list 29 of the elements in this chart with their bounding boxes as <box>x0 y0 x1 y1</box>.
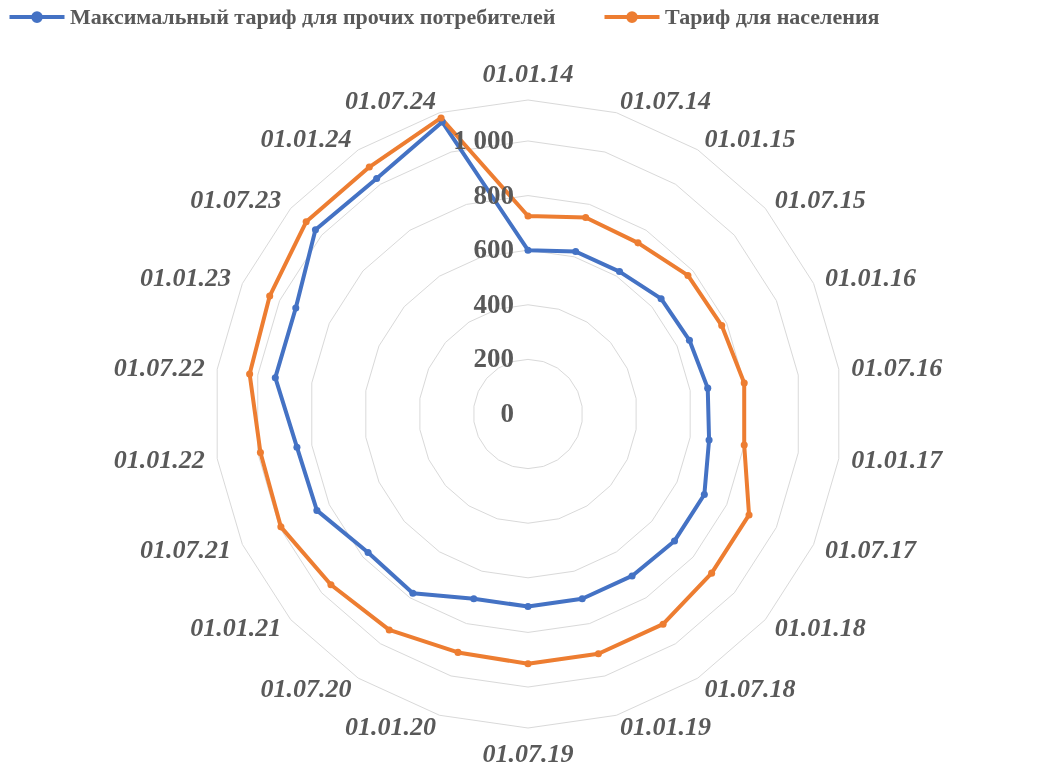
spoke-label: 01.07.20 <box>260 673 352 703</box>
spoke-label: 01.07.21 <box>139 534 231 564</box>
y-tick-label: 600 <box>473 234 514 265</box>
spoke-label: 01.01.19 <box>620 712 711 742</box>
spoke-label: 01.01.23 <box>139 263 231 293</box>
spoke-label: 01.01.20 <box>345 712 436 742</box>
spoke-label: 01.07.15 <box>774 185 866 215</box>
spoke-label: 01.01.16 <box>825 263 917 293</box>
y-tick-label: 400 <box>473 288 514 319</box>
spoke-label: 01.07.22 <box>113 352 205 382</box>
spoke-label: 01.07.16 <box>851 352 943 382</box>
y-tick-label: 0 <box>500 398 514 428</box>
spoke-label: 01.01.21 <box>190 612 282 642</box>
spoke-label: 01.01.24 <box>260 124 352 154</box>
legend-label: Тариф для населения <box>665 4 880 30</box>
spoke-label: 01.07.19 <box>482 738 574 768</box>
y-tick-label: 1 000 <box>453 124 514 155</box>
spoke-label: 01.07.24 <box>345 85 436 115</box>
legend-label: Максимальный тариф для прочих потребителей <box>70 4 556 30</box>
spoke-label: 01.01.14 <box>482 59 574 89</box>
spoke-label: 01.07.18 <box>704 673 796 703</box>
spoke-label: 01.01.18 <box>774 612 866 642</box>
spoke-label: 01.01.22 <box>113 445 205 475</box>
spoke-label: 01.01.15 <box>704 124 796 154</box>
spoke-label: 01.07.17 <box>825 534 918 564</box>
spoke-label: 01.07.23 <box>190 185 282 215</box>
spoke-label: 01.01.17 <box>851 445 944 475</box>
spoke-label: 01.07.14 <box>620 85 711 115</box>
y-tick-label: 200 <box>473 343 514 374</box>
